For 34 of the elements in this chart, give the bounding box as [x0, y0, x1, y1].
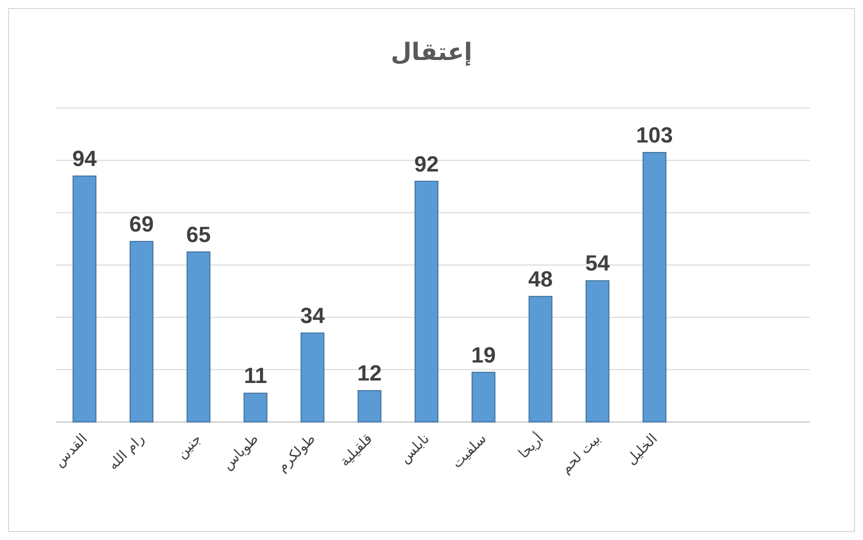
x-tick-label: رام الله	[105, 430, 148, 474]
x-tick-label: نابلس	[397, 430, 433, 467]
bar	[528, 296, 552, 422]
data-label: 103	[636, 122, 673, 148]
x-tick-label: سلفيت	[449, 430, 490, 472]
bar	[472, 372, 496, 422]
x-tick-label: طولكرم	[274, 430, 319, 476]
x-tick-label: طوباس	[220, 430, 262, 474]
x-tick-label: جنين	[174, 430, 205, 462]
data-label: 94	[72, 146, 98, 172]
data-label: 92	[414, 151, 439, 176]
x-tick-label: القدس	[51, 430, 91, 470]
x-tick-label: قلقيلية	[336, 430, 376, 470]
bar	[186, 251, 210, 422]
bar	[244, 392, 268, 422]
data-label: 11	[244, 363, 268, 388]
x-tick-label: بيت لحم	[558, 430, 604, 477]
data-label: 12	[357, 360, 382, 386]
chart-title: إعتقال	[390, 38, 472, 66]
data-label: 34	[300, 303, 326, 328]
bar	[414, 180, 438, 422]
bar	[586, 280, 610, 422]
bar	[130, 240, 154, 422]
x-tick-label: أريحا	[514, 429, 547, 462]
data-label: 69	[129, 211, 154, 236]
bar	[358, 390, 382, 422]
data-label: 54	[585, 250, 610, 276]
data-label: 19	[471, 342, 496, 368]
bar	[300, 332, 324, 422]
data-label: 65	[186, 222, 211, 247]
bar	[72, 176, 96, 422]
bar	[642, 152, 666, 422]
data-label: 48	[528, 266, 553, 292]
x-tick-label: الخليل	[624, 430, 661, 468]
